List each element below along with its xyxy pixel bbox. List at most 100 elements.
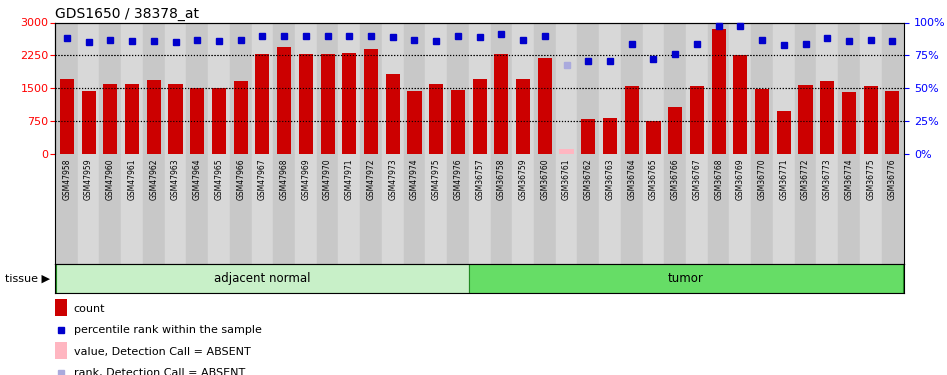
Bar <box>816 22 838 154</box>
Text: GSM36765: GSM36765 <box>649 158 658 200</box>
Bar <box>621 22 643 154</box>
Bar <box>121 154 143 264</box>
Bar <box>187 22 208 154</box>
Bar <box>55 299 67 316</box>
Bar <box>364 49 378 154</box>
Bar <box>385 74 400 154</box>
Bar <box>798 85 813 154</box>
Bar <box>230 154 252 264</box>
Bar <box>795 154 816 264</box>
Bar <box>99 22 121 154</box>
Bar <box>860 22 882 154</box>
Bar <box>795 22 816 154</box>
Bar <box>338 154 360 264</box>
Bar <box>425 22 447 154</box>
Text: GSM47975: GSM47975 <box>432 158 440 200</box>
Bar <box>491 22 512 154</box>
Bar <box>274 22 295 154</box>
Text: GSM36773: GSM36773 <box>823 158 831 200</box>
Bar <box>103 84 117 154</box>
Bar <box>625 86 639 154</box>
Bar <box>256 54 270 154</box>
Bar <box>820 81 834 154</box>
Bar <box>121 22 143 154</box>
Text: rank, Detection Call = ABSENT: rank, Detection Call = ABSENT <box>74 368 245 375</box>
Bar <box>252 22 274 154</box>
Bar <box>382 154 403 264</box>
Bar <box>534 22 556 154</box>
Bar <box>360 154 382 264</box>
Bar <box>842 92 856 154</box>
Bar <box>56 154 78 264</box>
Text: GSM47969: GSM47969 <box>301 158 311 200</box>
Bar <box>230 22 252 154</box>
Bar <box>473 80 487 154</box>
Bar <box>295 22 316 154</box>
Text: GSM47972: GSM47972 <box>366 158 376 200</box>
Text: GSM47965: GSM47965 <box>214 158 223 200</box>
Bar <box>425 154 447 264</box>
Bar <box>665 22 686 154</box>
Bar <box>773 154 795 264</box>
Bar <box>451 90 465 154</box>
Text: GSM36759: GSM36759 <box>519 158 527 200</box>
Text: GSM47968: GSM47968 <box>279 158 289 200</box>
Bar <box>686 22 707 154</box>
Text: GSM36757: GSM36757 <box>475 158 484 200</box>
Bar <box>81 91 96 154</box>
Bar <box>55 342 67 358</box>
Text: GSM47973: GSM47973 <box>388 158 397 200</box>
Bar <box>669 107 682 154</box>
Bar <box>751 154 773 264</box>
Bar <box>60 80 74 154</box>
Bar <box>665 154 686 264</box>
Text: GSM36768: GSM36768 <box>714 158 724 200</box>
Bar <box>512 22 534 154</box>
Text: GSM36762: GSM36762 <box>583 158 593 200</box>
Text: adjacent normal: adjacent normal <box>214 272 311 285</box>
Bar <box>208 154 230 264</box>
Text: GSM47974: GSM47974 <box>410 158 419 200</box>
Bar <box>516 80 530 154</box>
Bar <box>643 22 665 154</box>
Bar <box>277 46 291 154</box>
Bar <box>773 22 795 154</box>
Bar <box>143 154 165 264</box>
Bar <box>729 22 751 154</box>
Text: GSM36764: GSM36764 <box>627 158 636 200</box>
Bar <box>56 264 469 292</box>
Bar <box>838 22 860 154</box>
Text: GSM36761: GSM36761 <box>563 158 571 200</box>
Bar <box>469 154 491 264</box>
Bar <box>403 22 425 154</box>
Text: GSM36760: GSM36760 <box>541 158 549 200</box>
Bar <box>599 22 621 154</box>
Bar <box>342 53 356 154</box>
Bar <box>208 22 230 154</box>
Bar <box>234 81 248 154</box>
Text: GDS1650 / 38378_at: GDS1650 / 38378_at <box>55 8 199 21</box>
Bar <box>538 57 552 154</box>
Text: value, Detection Call = ABSENT: value, Detection Call = ABSENT <box>74 347 251 357</box>
Text: tissue ▶: tissue ▶ <box>5 273 50 284</box>
Bar <box>469 264 903 292</box>
Bar <box>165 22 187 154</box>
Text: GSM36767: GSM36767 <box>692 158 702 200</box>
Bar <box>274 154 295 264</box>
Bar <box>299 54 313 154</box>
Bar <box>578 154 599 264</box>
Bar <box>599 154 621 264</box>
Bar <box>187 154 208 264</box>
Text: GSM36776: GSM36776 <box>888 158 897 200</box>
Bar <box>78 22 99 154</box>
Bar <box>860 154 882 264</box>
Text: GSM36771: GSM36771 <box>779 158 788 200</box>
Bar <box>469 22 491 154</box>
Bar <box>295 154 316 264</box>
Bar <box>864 86 878 154</box>
Bar <box>403 154 425 264</box>
Bar <box>689 86 704 154</box>
Bar <box>816 154 838 264</box>
Text: GSM47970: GSM47970 <box>323 158 332 200</box>
Text: GSM36769: GSM36769 <box>736 158 745 200</box>
